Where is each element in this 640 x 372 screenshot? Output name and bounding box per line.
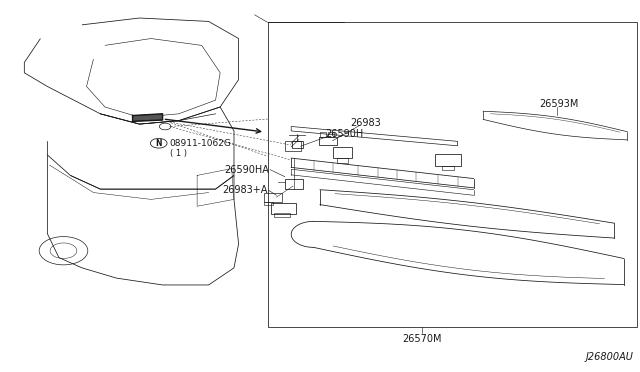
Text: 26983+A: 26983+A [222,186,268,195]
Bar [268,22,637,327]
Bar [319,137,337,145]
Text: N: N [156,139,162,148]
Text: 26590H: 26590H [325,129,364,139]
Bar [274,213,290,217]
Bar [320,132,326,137]
Bar [333,147,352,158]
Text: 26983: 26983 [351,118,381,128]
Bar [337,158,348,163]
Bar [285,141,301,151]
Text: 08911-1062G: 08911-1062G [170,139,232,148]
Bar [292,141,303,148]
Bar [264,202,273,205]
Text: 26593M: 26593M [539,99,579,109]
Bar [328,132,334,137]
Bar [271,203,296,214]
Bar [285,179,303,189]
Text: J26800AU: J26800AU [586,352,634,362]
Text: 26570M: 26570M [403,334,442,343]
Polygon shape [132,114,163,121]
Text: 26590HA: 26590HA [224,165,269,174]
Bar [264,193,282,202]
Text: ( 1 ): ( 1 ) [170,149,187,158]
Bar [442,166,454,170]
Bar [435,154,461,166]
